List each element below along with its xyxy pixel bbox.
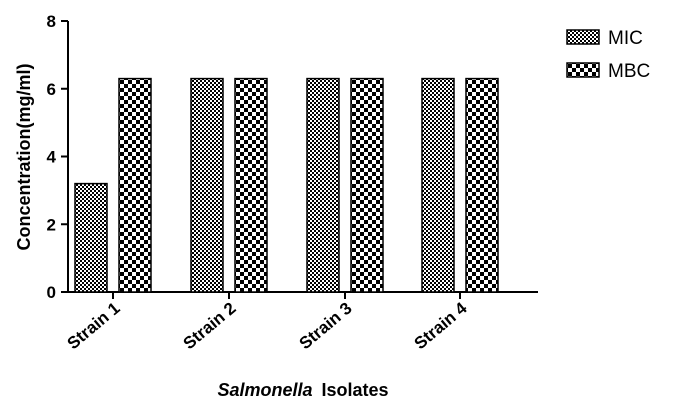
x-tick-label: Strain 3 <box>296 299 356 354</box>
y-tick-label: 8 <box>47 12 56 31</box>
x-axis-title-italic: Salmonella <box>217 380 312 400</box>
x-axis-title-rest: Isolates <box>322 380 389 400</box>
y-tick-label: 0 <box>47 283 56 302</box>
bar-mic-3 <box>306 77 340 293</box>
x-axis-title: Salmonella Isolates <box>217 380 388 400</box>
bar-mbc-3 <box>350 77 384 293</box>
bar-mbc-2 <box>234 77 268 293</box>
x-tick-label: Strain 4 <box>411 298 471 353</box>
bar-mbc-4 <box>465 77 499 293</box>
legend-swatch-mic <box>566 29 600 45</box>
legend: MIC MBC <box>566 28 650 82</box>
legend-label-mic: MIC <box>608 28 643 49</box>
y-tick-label: 6 <box>47 80 56 99</box>
legend-item-mic: MIC <box>566 28 643 49</box>
y-tick-label: 4 <box>47 148 57 167</box>
y-tick-label: 2 <box>47 215 56 234</box>
y-axis-ticks: 0 2 4 6 8 <box>47 12 68 302</box>
y-axis-title: Concentration(mg/ml) <box>14 63 34 250</box>
x-tick-label: Strain 2 <box>180 299 240 354</box>
x-axis-ticks: Strain 1 Strain 2 Strain 3 Strain 4 <box>64 292 471 353</box>
legend-label-mbc: MBC <box>608 61 650 82</box>
bars <box>74 77 499 293</box>
bar-mic-4 <box>421 77 455 293</box>
legend-swatch-mbc <box>566 62 600 78</box>
bar-mic-2 <box>190 77 224 293</box>
bar-mic-1 <box>74 182 108 293</box>
legend-item-mbc: MBC <box>566 61 650 82</box>
bar-mbc-1 <box>118 77 152 293</box>
x-tick-label: Strain 1 <box>64 299 124 354</box>
